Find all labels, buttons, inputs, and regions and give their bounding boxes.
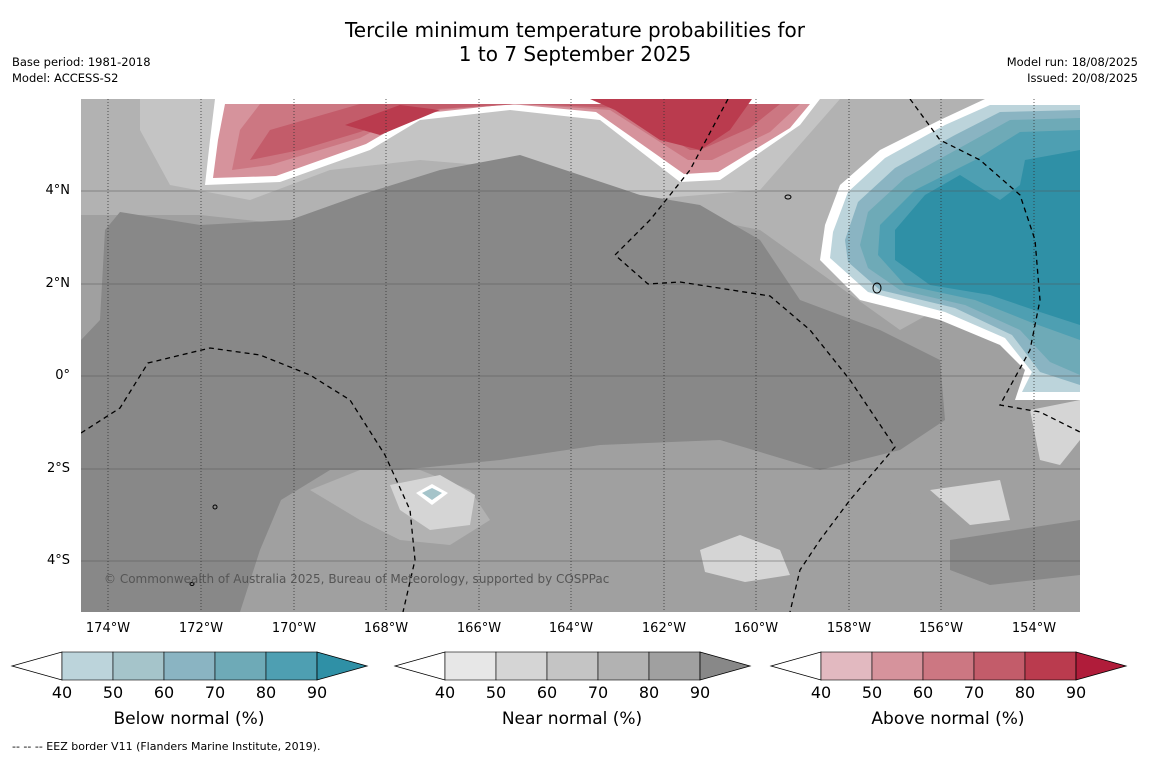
cbar-near-tick-50: 50 bbox=[485, 683, 507, 702]
copyright-text: © Commonwealth of Australia 2025, Bureau… bbox=[104, 572, 610, 586]
lat-label-0: 0° bbox=[55, 368, 70, 383]
lat-label-2s: 2°S bbox=[46, 461, 70, 476]
issued-date: Issued: 20/08/2025 bbox=[1027, 71, 1138, 85]
lon-label-160w: 160°W bbox=[733, 621, 779, 636]
lon-label-170w: 170°W bbox=[271, 621, 317, 636]
map-fill-layers bbox=[81, 99, 1080, 612]
cbar-above-tick-70: 70 bbox=[963, 683, 985, 702]
map-title: Tercile minimum temperature probabilitie… bbox=[0, 18, 1150, 66]
cbar-below-arrow-right bbox=[316, 651, 369, 681]
cbar-below-bin-1 bbox=[61, 651, 114, 681]
below-normal-spot bbox=[422, 488, 442, 500]
cbar-below-tick-60: 60 bbox=[153, 683, 175, 702]
lon-label-174w: 174°W bbox=[85, 621, 131, 636]
cbar-below-bin-4 bbox=[214, 651, 267, 681]
title-line-2: 1 to 7 September 2025 bbox=[458, 42, 692, 66]
cbar-above-tick-50: 50 bbox=[861, 683, 883, 702]
cbar-above-arrow-right bbox=[1075, 651, 1128, 681]
cbar-below-tick-40: 40 bbox=[51, 683, 73, 702]
cbar-below-arrow-left bbox=[10, 651, 63, 681]
cbar-below-title: Below normal (%) bbox=[113, 709, 265, 729]
cbar-near-bin-2 bbox=[495, 651, 548, 681]
cbar-above-tick-80: 80 bbox=[1014, 683, 1036, 702]
lon-label-172w: 172°W bbox=[178, 621, 224, 636]
lon-label-156w: 156°W bbox=[918, 621, 964, 636]
lon-label-166w: 166°W bbox=[456, 621, 502, 636]
cbar-near-title: Near normal (%) bbox=[501, 709, 643, 729]
cbar-below-bin-3 bbox=[163, 651, 216, 681]
lon-label-164w: 164°W bbox=[548, 621, 594, 636]
cbar-above-tick-90: 90 bbox=[1065, 683, 1087, 702]
lat-label-4n: 4°N bbox=[45, 183, 71, 198]
cbar-near-bin-1 bbox=[444, 651, 497, 681]
lat-label-4s: 4°S bbox=[46, 553, 70, 568]
cbar-below-bin-2 bbox=[112, 651, 165, 681]
cbar-below-tick-90: 90 bbox=[306, 683, 328, 702]
lon-label-158w: 158°W bbox=[826, 621, 872, 636]
cbar-near-tick-90: 90 bbox=[689, 683, 711, 702]
near-normal-50-patch-4 bbox=[1030, 400, 1080, 465]
cbar-above-bin-4 bbox=[973, 651, 1026, 681]
cbar-near-arrow-left bbox=[393, 651, 446, 681]
cbar-below-tick-70: 70 bbox=[204, 683, 226, 702]
islands bbox=[189, 194, 882, 586]
cbar-near-bin-4 bbox=[597, 651, 650, 681]
cbar-near-arrow-right bbox=[699, 651, 752, 681]
eez-borders bbox=[81, 99, 1080, 612]
cbar-near-tick-80: 80 bbox=[638, 683, 660, 702]
base-period: Base period: 1981-2018 bbox=[12, 55, 151, 69]
lon-label-154w: 154°W bbox=[1011, 621, 1057, 636]
cbar-near-tick-70: 70 bbox=[587, 683, 609, 702]
gridlines bbox=[81, 190, 1080, 562]
above-normal-80 bbox=[590, 99, 752, 150]
colorbar-near-normal bbox=[393, 651, 752, 681]
cbar-above-tick-40: 40 bbox=[810, 683, 832, 702]
cbar-above-bin-1 bbox=[820, 651, 873, 681]
cbar-below-bin-5 bbox=[265, 651, 318, 681]
model-run: Model run: 18/08/2025 bbox=[1006, 55, 1138, 69]
cbar-above-title: Above normal (%) bbox=[871, 709, 1025, 729]
cbar-near-bin-5 bbox=[648, 651, 701, 681]
cbar-above-bin-3 bbox=[922, 651, 975, 681]
colorbar-above-normal bbox=[769, 651, 1128, 681]
model-name: Model: ACCESS-S2 bbox=[12, 71, 119, 85]
near-normal-80-south bbox=[440, 455, 1080, 612]
cbar-above-bin-2 bbox=[871, 651, 924, 681]
cbar-near-tick-40: 40 bbox=[434, 683, 456, 702]
meta-right: Model run: 18/08/2025 Issued: 20/08/2025 bbox=[1007, 54, 1138, 86]
lon-label-168w: 168°W bbox=[363, 621, 409, 636]
cbar-above-bin-5 bbox=[1024, 651, 1077, 681]
below-normal-90 bbox=[895, 150, 1080, 325]
cbar-below-tick-50: 50 bbox=[102, 683, 124, 702]
meta-left: Base period: 1981-2018 Model: ACCESS-S2 bbox=[12, 54, 151, 86]
near-normal-90-southeast bbox=[950, 520, 1080, 585]
lat-label-2n: 2°N bbox=[45, 276, 71, 291]
cbar-below-tick-80: 80 bbox=[255, 683, 277, 702]
near-normal-90-core bbox=[81, 155, 945, 612]
cbar-above-arrow-left bbox=[769, 651, 822, 681]
lon-label-162w: 162°W bbox=[641, 621, 687, 636]
cbar-near-bin-3 bbox=[546, 651, 599, 681]
above-normal-80-west bbox=[345, 105, 440, 135]
title-line-1: Tercile minimum temperature probabilitie… bbox=[344, 18, 806, 42]
cbar-above-tick-60: 60 bbox=[912, 683, 934, 702]
near-normal-50-patch-3 bbox=[930, 480, 1010, 525]
eez-footnote: -- -- -- EEZ border V11 (Flanders Marine… bbox=[12, 740, 321, 753]
cbar-near-tick-60: 60 bbox=[536, 683, 558, 702]
near-normal-50-patch-2 bbox=[700, 535, 790, 582]
colorbar-below-normal bbox=[10, 651, 369, 681]
